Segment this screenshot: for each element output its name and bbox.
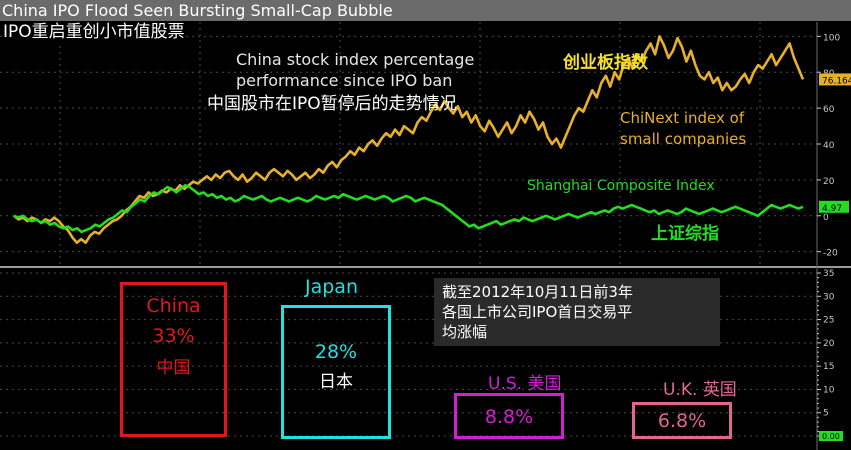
top-panel-grid	[0, 22, 817, 266]
last-value-label: 4.97	[822, 204, 842, 214]
us-label: U.S. 美国	[488, 369, 561, 394]
japan-label: Japan	[305, 276, 358, 298]
us-box: 8.8%	[454, 393, 564, 439]
japan-value: 28%	[314, 341, 358, 363]
y-tick-label: 100	[823, 33, 840, 43]
y-tick-label: 10	[823, 385, 835, 395]
shanghai-label-en: Shanghai Composite Index	[527, 178, 715, 194]
bottom-panel-grid	[0, 272, 817, 437]
uk-label: U.K. 英国	[663, 375, 737, 400]
china-value: 33%	[152, 325, 195, 347]
uk-label-en: U.K.	[663, 380, 698, 400]
uk-label-cn: 英国	[702, 380, 737, 400]
chinext-label-cn: 创业板指数	[563, 53, 648, 73]
last-value-tags: 76.164 4.97	[819, 73, 851, 214]
y-tick-label: 60	[823, 105, 835, 115]
y-tick-label: 0.00	[822, 432, 840, 441]
y-tick-label: 5	[823, 409, 829, 419]
annotation-en: China stock index percentage performance…	[236, 50, 475, 90]
uk-box: 6.8%	[632, 402, 732, 439]
y-tick-label: 20	[823, 177, 835, 187]
last-value-tag	[819, 200, 849, 213]
last-value-label: 76.164	[822, 76, 851, 86]
y-tick-label: 40	[823, 141, 835, 151]
y-tick-label: 0	[823, 213, 829, 223]
us-value: 8.8%	[484, 406, 534, 428]
chart-title: China IPO Flood Seen Bursting Small-Cap …	[2, 1, 393, 20]
us-label-en: U.S.	[488, 374, 523, 394]
subtitle-cn: IPO重启重创小市值股票	[3, 22, 185, 42]
chinext-label-en: ChiNext index of small companies	[620, 108, 770, 150]
japan-label-cn: 日本	[319, 372, 353, 392]
china-box: China 33% 中国	[120, 282, 227, 437]
uk-value: 6.8%	[657, 410, 707, 432]
y-tick-label: 30	[823, 292, 835, 302]
panel-note: 截至2012年10月11日前3年 各国上市公司IPO首日交易平 均涨幅	[434, 278, 720, 346]
y-tick-label: 25	[823, 316, 834, 326]
japan-box: 28% 日本	[281, 305, 391, 439]
y-tick-label: 35	[823, 269, 834, 279]
china-label: China	[146, 295, 201, 317]
title-bar: China IPO Flood Seen Bursting Small-Cap …	[0, 0, 851, 21]
chinext-label-text: ChiNext index of small companies	[620, 109, 747, 148]
y-tick-label: -20	[823, 249, 838, 259]
y-tick-label: 15	[823, 362, 834, 372]
chinext-line	[13, 35, 805, 244]
shanghai-line	[13, 184, 804, 234]
shanghai-label-cn: 上证综指	[651, 224, 719, 244]
china-label-cn: 中国	[156, 358, 191, 378]
y-tick-label: 20	[823, 339, 835, 349]
bottom-panel-axis: 35 30 25 20 15 10 5 0.00	[817, 269, 843, 441]
zero-tag-bg	[819, 431, 843, 441]
last-value-tag	[819, 73, 851, 86]
us-label-cn: 美国	[527, 374, 562, 394]
annotation-cn: 中国股市在IPO暂停后的走势情况	[207, 94, 457, 114]
